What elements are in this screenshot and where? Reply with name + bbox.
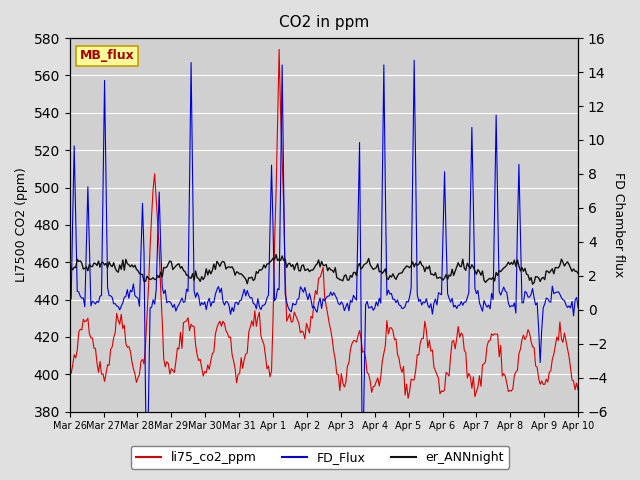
- Y-axis label: LI7500 CO2 (ppm): LI7500 CO2 (ppm): [15, 168, 28, 282]
- Y-axis label: FD Chamber flux: FD Chamber flux: [612, 172, 625, 277]
- Legend: li75_co2_ppm, FD_Flux, er_ANNnight: li75_co2_ppm, FD_Flux, er_ANNnight: [131, 446, 509, 469]
- Title: CO2 in ppm: CO2 in ppm: [279, 15, 369, 30]
- Text: MB_flux: MB_flux: [80, 49, 134, 62]
